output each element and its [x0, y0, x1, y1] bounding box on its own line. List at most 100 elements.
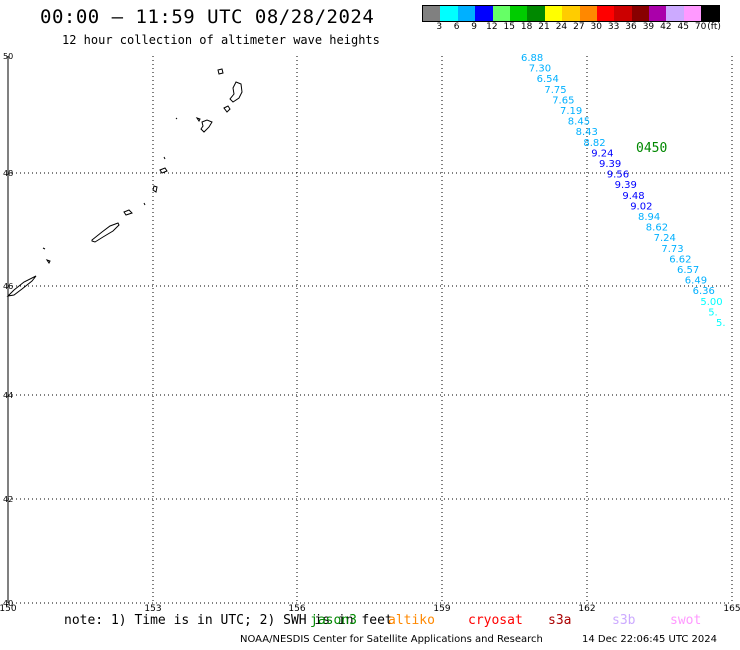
legend-label: 12: [486, 22, 498, 32]
lon-tick-label: 165: [723, 604, 740, 614]
satellite-name-s3a: s3a: [548, 613, 572, 628]
latitude-labels: 50 48 46 44 42 40: [3, 52, 13, 608]
map-title: 00:00 – 11:59 UTC 08/28/2024: [40, 6, 375, 28]
coastline-segment: [143, 202, 146, 206]
legend-swatch: [509, 6, 528, 21]
coastline-kuril-islands: [6, 68, 243, 297]
lon-tick-label: 162: [578, 604, 595, 614]
legend-label: (ft): [707, 22, 721, 32]
wave-height-value: 7.30: [529, 64, 551, 75]
wave-height-value: 6.36: [693, 286, 715, 297]
legend-label: 15: [503, 22, 515, 32]
wave-height-value: 7.19: [560, 106, 582, 117]
legend-swatch: [440, 6, 458, 21]
satellite-pass-values: 6.887.306.547.757.657.198.458.438.829.24…: [521, 53, 726, 329]
coastline-segment: [123, 209, 133, 216]
map-subtitle: 12 hour collection of altimeter wave hei…: [62, 33, 380, 47]
coastline-segment: [175, 117, 178, 120]
legend-label: 70: [694, 22, 707, 32]
longitude-labels: 150 153 156 159 162 165: [0, 604, 740, 614]
lon-tick-label: 156: [288, 604, 305, 614]
wave-height-value: 6.49: [685, 276, 707, 287]
generation-timestamp: 14 Dec 22:06:45 UTC 2024: [582, 634, 717, 645]
legend-label: 24: [555, 22, 568, 32]
wave-height-value: 7.65: [552, 95, 574, 106]
footer-note: note: 1) Time is in UTC; 2) SWH is in fe…: [64, 613, 393, 628]
legend-label: 45: [677, 22, 689, 32]
lon-tick-label: 159: [433, 604, 450, 614]
lat-tick-label: 42: [3, 495, 13, 504]
wave-height-value: 6.88: [521, 53, 543, 64]
legend-swatch: [614, 6, 632, 21]
wave-height-value: 8.62: [646, 223, 668, 234]
wave-height-value: 5.: [716, 318, 726, 329]
legend-swatch: [683, 6, 702, 21]
legend-swatch: [562, 6, 580, 21]
legend-label: 9: [471, 22, 477, 32]
legend-label: 18: [520, 22, 533, 32]
wave-height-value: 6.57: [677, 265, 699, 276]
legend-label: 27: [573, 22, 585, 32]
wave-height-value: 9.39: [615, 180, 637, 191]
legend-swatch: [457, 6, 476, 21]
coastline-segment: [195, 117, 201, 122]
legend-swatch: [631, 6, 650, 21]
wave-height-value: 9.02: [630, 201, 652, 212]
coastline-segment: [91, 222, 120, 243]
wave-height-value: 8.43: [576, 127, 598, 138]
coastline-segment: [223, 105, 231, 113]
lon-tick-label: 153: [144, 604, 161, 614]
lat-tick-label: 48: [3, 169, 13, 178]
satellite-name-cryosat: cryosat: [468, 613, 523, 628]
satellite-name-jason3: jason3: [310, 613, 357, 628]
legend-swatch: [544, 6, 563, 21]
coastline-segment: [6, 275, 37, 297]
legend-swatch: [596, 6, 615, 21]
legend-swatch: [423, 6, 441, 21]
legend-swatch: [475, 6, 493, 21]
satellite-name-swot: swot: [670, 613, 702, 628]
legend-label: 39: [642, 22, 655, 32]
legend-swatch: [579, 6, 597, 21]
lat-tick-label: 40: [3, 599, 13, 608]
coastline-segment: [152, 185, 158, 193]
lon-tick-label: 150: [0, 604, 17, 614]
legend-swatch: [666, 6, 684, 21]
coastline-segment: [200, 119, 213, 133]
legend-label: 21: [538, 22, 550, 32]
wave-height-value: 9.24: [591, 148, 613, 159]
wave-height-value: 8.82: [583, 138, 605, 149]
color-scale-legend: [422, 5, 720, 22]
lat-tick-label: 44: [3, 391, 13, 400]
wave-height-value: 5.: [708, 307, 718, 318]
wave-height-value: 8.45: [568, 117, 590, 128]
coastline-segment: [163, 156, 166, 160]
satellite-name-s3b: s3b: [612, 613, 636, 628]
credits: NOAA/NESDIS Center for Satellite Applica…: [240, 634, 543, 645]
wave-height-value: 9.56: [607, 170, 629, 181]
coastline-segment: [42, 247, 46, 250]
coastline-segment: [45, 259, 51, 264]
wave-height-value: 6.62: [669, 254, 691, 265]
wave-height-value: 9.48: [622, 191, 644, 202]
lat-lon-grid: [8, 56, 733, 604]
wave-height-value: 8.94: [638, 212, 660, 223]
lat-tick-label: 50: [3, 52, 13, 61]
legend-swatch: [701, 6, 719, 21]
lat-tick-label: 46: [3, 282, 13, 291]
color-scale-labels: 3 6 9 12 15 18 21 24 27 30 33 36 39 42 45 70 (ft): [422, 22, 740, 34]
legend-label: 42: [660, 22, 672, 32]
coastline-segment: [159, 167, 168, 174]
wave-height-value: 7.24: [654, 233, 676, 244]
legend-swatch: [492, 6, 510, 21]
wave-height-value: 7.73: [661, 244, 683, 255]
legend-label: 33: [607, 22, 620, 32]
coastline-segment: [229, 81, 243, 103]
legend-label: 30: [590, 22, 602, 32]
legend-label: 6: [453, 22, 460, 32]
wave-height-value: 9.39: [599, 159, 621, 170]
wave-height-value: 7.75: [544, 85, 566, 96]
wave-height-value: 5.00: [700, 297, 722, 308]
pass-time-label: 0450: [636, 141, 667, 156]
